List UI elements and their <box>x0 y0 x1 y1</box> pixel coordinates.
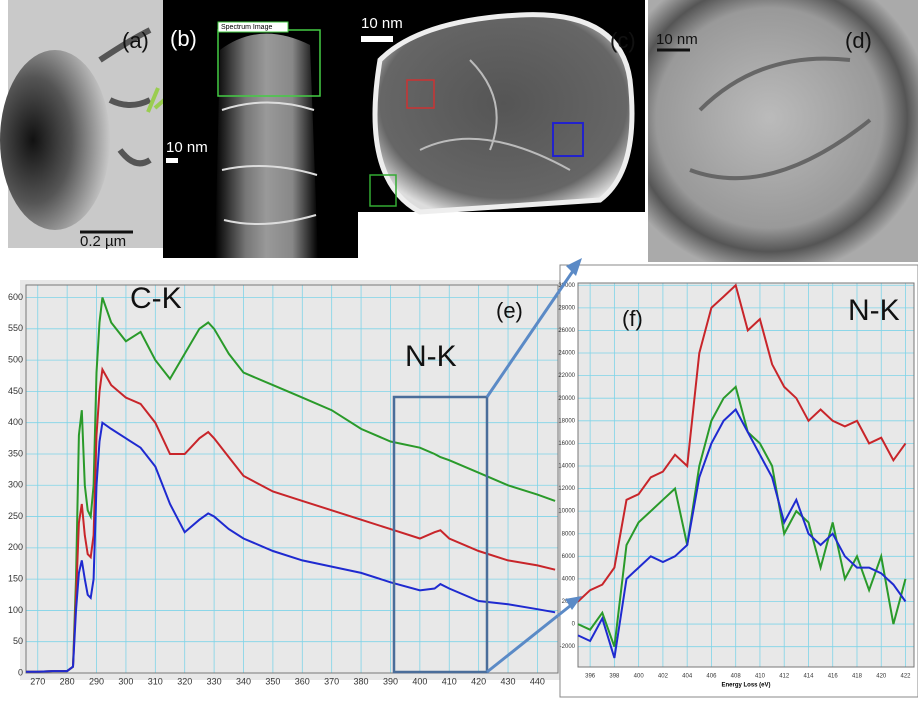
annotation: (e) <box>496 298 523 323</box>
y-tick-label: 4000 <box>562 576 576 582</box>
x-tick-label: 420 <box>471 676 486 686</box>
x-tick-label: 422 <box>901 674 912 680</box>
x-tick-label: 340 <box>236 676 251 686</box>
y-tick-label: 24000 <box>558 351 575 357</box>
panel-label: (d) <box>845 28 872 53</box>
x-tick-label: 420 <box>876 674 887 680</box>
x-tick-label: 406 <box>706 674 717 680</box>
plot-area <box>578 283 914 667</box>
x-tick-label: 350 <box>265 676 280 686</box>
x-tick-label: 402 <box>658 674 669 680</box>
y-tick-label: 100 <box>8 605 23 615</box>
y-tick-label: 550 <box>8 323 23 333</box>
annotation: (f) <box>622 306 643 331</box>
y-tick-label: 6000 <box>562 554 576 560</box>
x-tick-label: 440 <box>530 676 545 686</box>
x-tick-label: 400 <box>412 676 427 686</box>
box-label: Spectrum Image <box>221 24 272 31</box>
x-tick-label: 310 <box>148 676 163 686</box>
y-tick-label: 26000 <box>558 328 575 334</box>
y-tick-label: 500 <box>8 354 23 364</box>
scale-label: 10 nm <box>656 31 698 48</box>
panel-c: (c) 10 nm <box>358 0 645 212</box>
y-tick-label: 12000 <box>558 486 575 492</box>
y-tick-label: 200 <box>8 542 23 552</box>
y-tick-label: 600 <box>8 292 23 302</box>
scale-label: 0.2 µm <box>80 233 126 250</box>
x-tick-label: 360 <box>295 676 310 686</box>
annotation: C-K <box>130 282 182 315</box>
x-tick-label: 398 <box>609 674 620 680</box>
x-axis-label: Energy Loss (eV) <box>721 683 770 689</box>
y-tick-label: 8000 <box>562 531 576 537</box>
annotation: N-K <box>405 340 457 373</box>
panel-label: (c) <box>610 28 636 53</box>
y-tick-label: 22000 <box>558 373 575 379</box>
scale-label: 10 nm <box>361 15 403 32</box>
scale-label: 10 nm <box>166 139 208 156</box>
y-tick-label: 50 <box>13 636 23 646</box>
y-tick-label: 350 <box>8 448 23 458</box>
y-tick-label: 450 <box>8 386 23 396</box>
x-tick-label: 414 <box>803 674 814 680</box>
panel-label: (a) <box>122 28 149 53</box>
x-tick-label: 390 <box>383 676 398 686</box>
x-tick-label: 370 <box>324 676 339 686</box>
y-tick-label: -2000 <box>560 644 576 650</box>
x-tick-label: 410 <box>755 674 766 680</box>
y-tick-label: 0 <box>18 667 23 677</box>
y-tick-label: 10000 <box>558 509 575 515</box>
x-tick-label: 412 <box>779 674 790 680</box>
annotation: N-K <box>848 294 900 327</box>
y-tick-label: 150 <box>8 574 23 584</box>
y-tick-label: 14000 <box>558 464 575 470</box>
y-tick-label: 300 <box>8 480 23 490</box>
y-tick-label: 20000 <box>558 396 575 402</box>
x-tick-label: 410 <box>442 676 457 686</box>
x-tick-label: 290 <box>89 676 104 686</box>
x-tick-label: 404 <box>682 674 693 680</box>
x-tick-label: 320 <box>177 676 192 686</box>
x-tick-label: 408 <box>731 674 742 680</box>
y-tick-label: 400 <box>8 417 23 427</box>
y-tick-label: 18000 <box>558 418 575 424</box>
y-tick-label: 250 <box>8 511 23 521</box>
y-tick-label: 28000 <box>558 305 575 311</box>
panel-label: (b) <box>170 26 197 51</box>
x-tick-label: 400 <box>634 674 645 680</box>
x-tick-label: 300 <box>118 676 133 686</box>
x-tick-label: 270 <box>30 676 45 686</box>
x-tick-label: 430 <box>501 676 516 686</box>
x-tick-label: 396 <box>585 674 596 680</box>
x-tick-label: 418 <box>852 674 863 680</box>
panel-b: (b) Spectrum Image 10 nm <box>163 0 358 258</box>
y-tick-label: 16000 <box>558 441 575 447</box>
x-tick-label: 280 <box>60 676 75 686</box>
x-tick-label: 380 <box>354 676 369 686</box>
figure: (a) 0.2 µm (b) Spectrum Image 10 nm (c) … <box>0 0 918 702</box>
x-tick-label: 416 <box>828 674 839 680</box>
x-tick-label: 330 <box>207 676 222 686</box>
panel-d: (d) 10 nm <box>648 0 918 262</box>
